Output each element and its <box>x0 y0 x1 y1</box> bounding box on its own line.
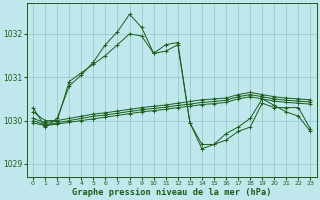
X-axis label: Graphe pression niveau de la mer (hPa): Graphe pression niveau de la mer (hPa) <box>72 188 272 197</box>
